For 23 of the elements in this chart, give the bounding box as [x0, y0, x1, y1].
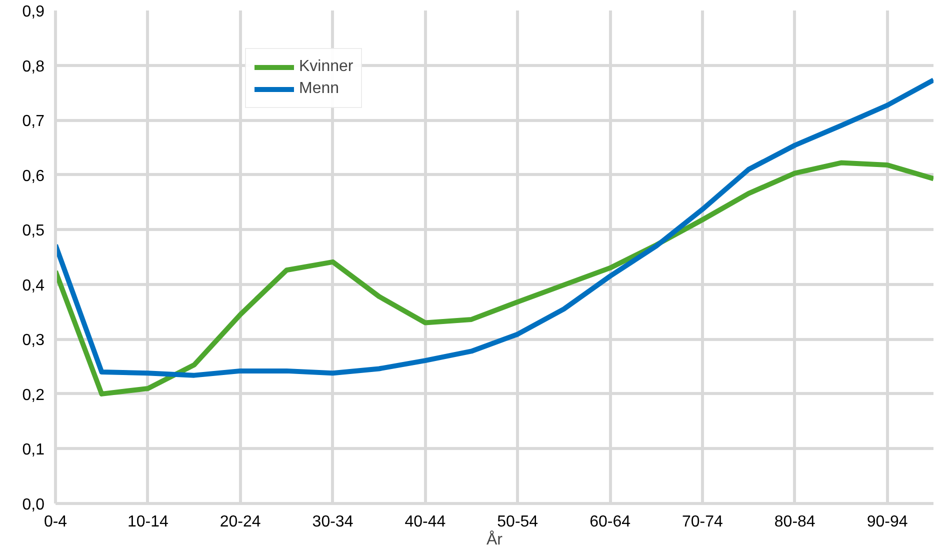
- legend-label: Kvinner: [299, 58, 354, 76]
- x-tick-label: 30-34: [312, 514, 354, 530]
- x-tick-label: 50-54: [497, 514, 538, 530]
- x-tick-label: 90-94: [866, 514, 908, 530]
- y-tick-label: 0,7: [22, 113, 45, 130]
- y-tick-label: 0,2: [22, 386, 45, 404]
- x-tick-label: 70-74: [682, 514, 724, 530]
- y-tick-label: 0,3: [22, 332, 45, 350]
- legend-label: Menn: [299, 80, 340, 98]
- y-tick-label: 0,8: [22, 58, 45, 76]
- x-tick-label: 10-14: [127, 514, 168, 530]
- y-tick-label: 0,1: [22, 442, 45, 459]
- x-tick-label: 80-84: [774, 514, 816, 530]
- y-tick-label: 0,6: [22, 168, 45, 185]
- y-tick-label: 0,4: [22, 277, 45, 294]
- y-tick-label: 0,0: [22, 496, 45, 514]
- x-tick-label: 60-64: [590, 514, 631, 530]
- x-tick-label: 40-44: [404, 514, 446, 530]
- x-tick-label: 20-24: [220, 514, 261, 530]
- x-tick-label: 0-4: [44, 514, 68, 530]
- x-axis-title: År: [486, 530, 504, 548]
- y-tick-label: 0,9: [22, 4, 45, 20]
- y-tick-label: 0,5: [22, 222, 45, 240]
